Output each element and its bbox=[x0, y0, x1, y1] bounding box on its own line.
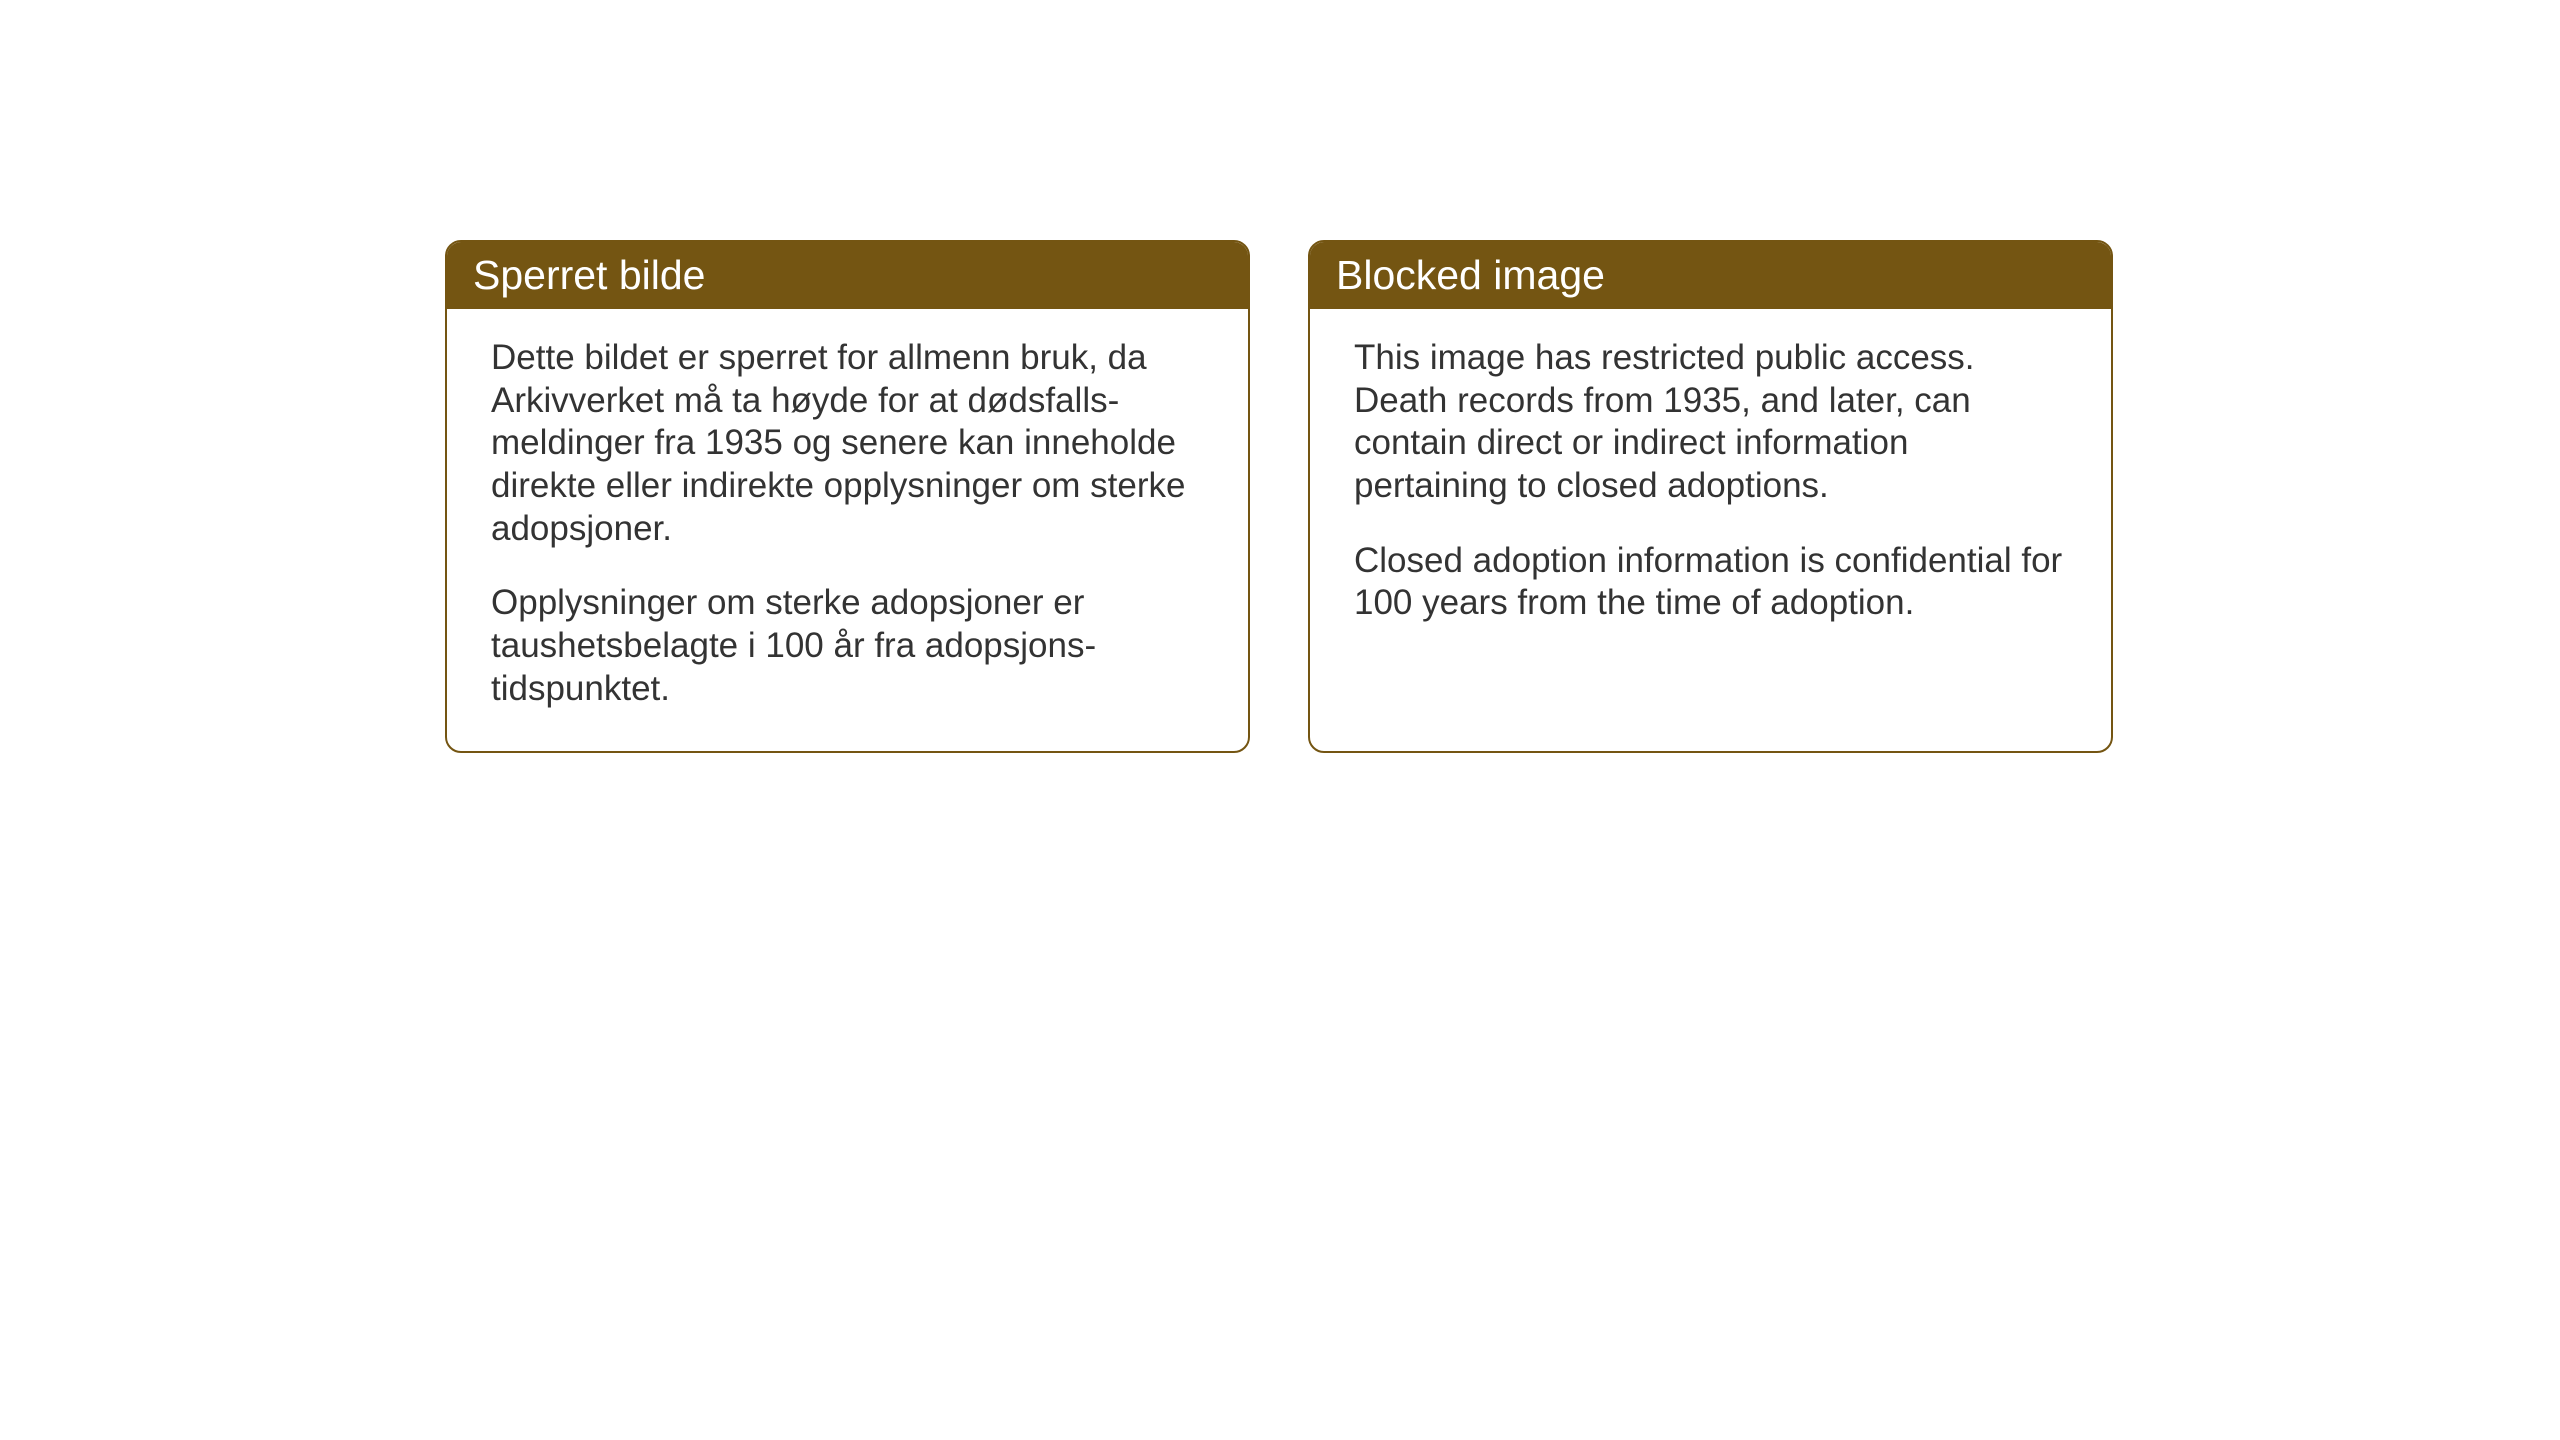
notice-cards-container: Sperret bilde Dette bildet er sperret fo… bbox=[445, 240, 2113, 753]
notice-card-norwegian: Sperret bilde Dette bildet er sperret fo… bbox=[445, 240, 1250, 753]
card-body-norwegian: Dette bildet er sperret for allmenn bruk… bbox=[447, 309, 1248, 751]
card-header-english: Blocked image bbox=[1310, 242, 2111, 309]
notice-card-english: Blocked image This image has restricted … bbox=[1308, 240, 2113, 753]
card-header-norwegian: Sperret bilde bbox=[447, 242, 1248, 309]
card-title-norwegian: Sperret bilde bbox=[473, 252, 705, 298]
card-paragraph-2-english: Closed adoption information is confident… bbox=[1354, 540, 2067, 625]
card-paragraph-1-english: This image has restricted public access.… bbox=[1354, 337, 2067, 508]
card-paragraph-2-norwegian: Opplysninger om sterke adopsjoner er tau… bbox=[491, 582, 1204, 710]
card-title-english: Blocked image bbox=[1336, 252, 1605, 298]
card-paragraph-1-norwegian: Dette bildet er sperret for allmenn bruk… bbox=[491, 337, 1204, 550]
card-body-english: This image has restricted public access.… bbox=[1310, 309, 2111, 665]
